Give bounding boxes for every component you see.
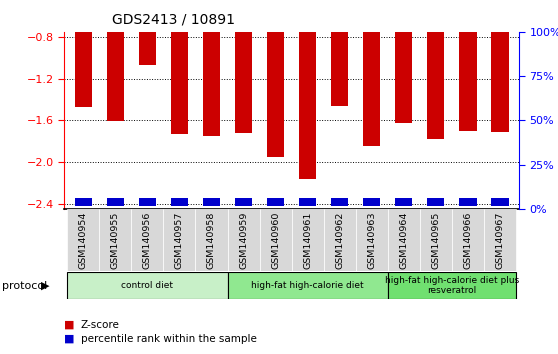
Bar xyxy=(363,0,381,147)
Bar xyxy=(299,199,316,206)
Bar xyxy=(228,272,388,299)
Bar xyxy=(203,199,220,206)
Bar xyxy=(68,272,228,299)
Text: GSM140955: GSM140955 xyxy=(111,212,120,269)
Bar xyxy=(235,199,252,206)
Text: GSM140954: GSM140954 xyxy=(79,212,88,269)
Text: ■: ■ xyxy=(64,320,75,330)
Bar xyxy=(267,199,285,206)
Text: high-fat high-calorie diet plus
resveratrol: high-fat high-calorie diet plus resverat… xyxy=(384,276,519,295)
Bar xyxy=(259,209,291,271)
Text: ■: ■ xyxy=(64,334,75,344)
Text: GSM140957: GSM140957 xyxy=(175,212,184,269)
Bar xyxy=(459,0,477,131)
Text: GSM140963: GSM140963 xyxy=(367,212,376,269)
Bar xyxy=(420,209,451,271)
Text: GSM140962: GSM140962 xyxy=(335,212,344,269)
Text: protocol: protocol xyxy=(2,281,47,291)
Bar xyxy=(163,209,195,271)
Bar xyxy=(395,199,412,206)
Bar xyxy=(388,209,420,271)
Bar xyxy=(267,0,285,157)
Bar xyxy=(484,209,516,271)
Bar xyxy=(99,209,132,271)
Text: GSM140966: GSM140966 xyxy=(463,212,472,269)
Bar xyxy=(427,199,445,206)
Text: Z-score: Z-score xyxy=(81,320,120,330)
Bar xyxy=(132,209,163,271)
Text: GSM140958: GSM140958 xyxy=(207,212,216,269)
Bar xyxy=(291,209,324,271)
Text: GSM140967: GSM140967 xyxy=(495,212,504,269)
Bar xyxy=(491,0,508,132)
Text: GSM140964: GSM140964 xyxy=(399,212,408,269)
Bar xyxy=(451,209,484,271)
Text: high-fat high-calorie diet: high-fat high-calorie diet xyxy=(251,281,364,290)
Bar xyxy=(171,199,188,206)
Bar xyxy=(459,199,477,206)
Bar xyxy=(228,209,259,271)
Bar xyxy=(68,209,99,271)
Bar xyxy=(171,0,188,134)
Bar xyxy=(299,0,316,179)
Bar xyxy=(427,0,445,139)
Bar xyxy=(203,0,220,136)
Text: percentile rank within the sample: percentile rank within the sample xyxy=(81,334,257,344)
Bar xyxy=(331,0,348,106)
Text: ▶: ▶ xyxy=(41,281,49,291)
Text: GSM140961: GSM140961 xyxy=(303,212,312,269)
Bar xyxy=(388,272,516,299)
Text: GSM140959: GSM140959 xyxy=(239,212,248,269)
Bar xyxy=(138,199,156,206)
Text: GSM140965: GSM140965 xyxy=(431,212,440,269)
Bar xyxy=(395,0,412,124)
Bar xyxy=(107,0,124,121)
Bar xyxy=(107,199,124,206)
Bar xyxy=(355,209,388,271)
Bar xyxy=(75,0,92,107)
Bar xyxy=(363,199,381,206)
Bar xyxy=(324,209,355,271)
Text: control diet: control diet xyxy=(122,281,174,290)
Text: GSM140956: GSM140956 xyxy=(143,212,152,269)
Bar xyxy=(331,199,348,206)
Bar xyxy=(138,0,156,65)
Text: GSM140960: GSM140960 xyxy=(271,212,280,269)
Bar xyxy=(75,199,92,206)
Text: GDS2413 / 10891: GDS2413 / 10891 xyxy=(112,12,234,27)
Bar xyxy=(235,0,252,133)
Bar xyxy=(195,209,228,271)
Bar xyxy=(491,199,508,206)
